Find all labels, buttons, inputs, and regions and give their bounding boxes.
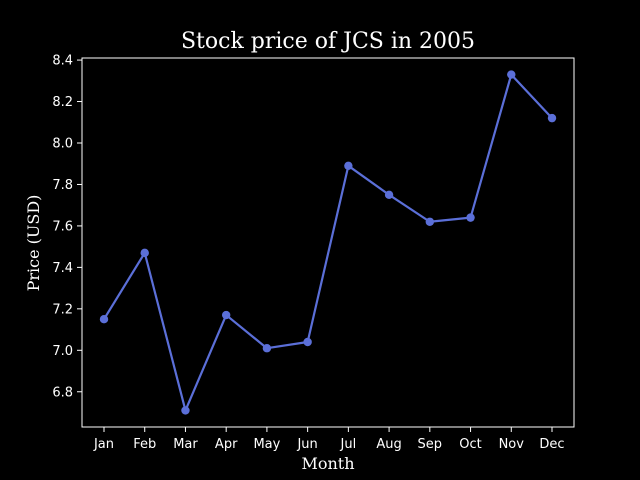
x-axis-label: Month	[301, 454, 354, 473]
y-tick-label: 6.8	[52, 385, 73, 400]
data-point	[99, 315, 109, 324]
x-tick-label: Feb	[133, 437, 156, 452]
x-tick-label: Oct	[459, 437, 481, 452]
x-tick-label: Dec	[539, 437, 564, 452]
data-point	[140, 248, 149, 258]
y-axis-label: Price (USD)	[24, 195, 43, 292]
data-point	[425, 217, 435, 226]
y-tick-label: 7.4	[52, 261, 73, 276]
y-axis: 6.8 7.0 7.2 7.4 7.6 7.8 8.0 8.2 8.4	[52, 54, 82, 400]
y-tick-label: 8.2	[52, 95, 73, 110]
x-tick-label: Jan	[93, 437, 114, 452]
data-point	[221, 310, 231, 320]
data-point	[262, 344, 272, 353]
y-tick-label: 7.0	[52, 344, 73, 359]
x-tick-label: Jul	[340, 437, 357, 452]
x-tick-label: Mar	[173, 437, 198, 452]
y-tick-label: 8.0	[52, 136, 73, 151]
y-tick-label: 7.8	[52, 178, 73, 193]
data-point	[384, 190, 394, 200]
x-tick-label: Jun	[296, 437, 317, 452]
data-point	[344, 161, 353, 170]
chart-title: Stock price of JCS in 2005	[181, 29, 475, 54]
x-axis: Jan Feb Mar Apr May Jun Jul Aug Sep Oct Nov Dec	[93, 427, 565, 452]
x-tick-label: Apr	[215, 437, 238, 452]
y-tick-label: 7.6	[52, 219, 73, 234]
series-layer	[99, 70, 557, 415]
x-tick-label: Aug	[376, 437, 401, 452]
data-point	[181, 406, 190, 415]
data-point	[466, 213, 475, 222]
y-tick-label: 7.2	[52, 302, 73, 317]
data-point	[303, 337, 312, 347]
y-tick-label: 8.4	[52, 54, 73, 69]
x-tick-label: Nov	[499, 437, 525, 452]
data-point	[547, 113, 557, 123]
series-line	[102, 73, 554, 412]
plot-area-frame	[81, 57, 575, 428]
data-point	[507, 70, 516, 79]
x-tick-label: May	[253, 437, 280, 452]
x-tick-label: Sep	[418, 437, 443, 452]
